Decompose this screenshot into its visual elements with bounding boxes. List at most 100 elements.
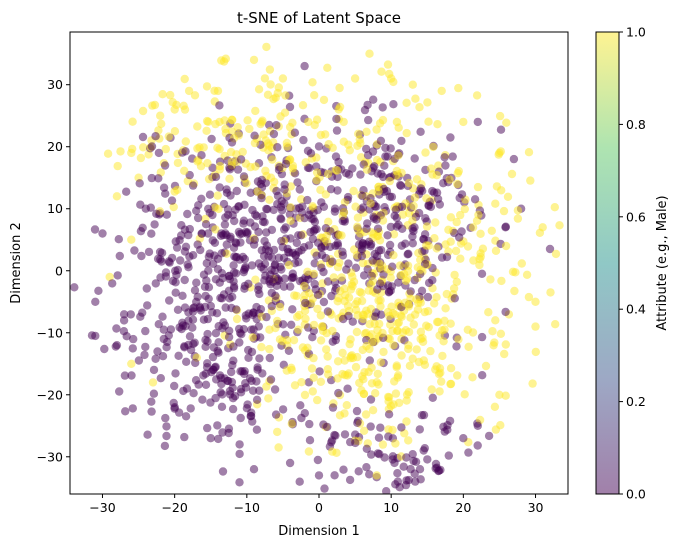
data-point	[296, 231, 306, 240]
data-point	[337, 231, 346, 240]
data-point	[422, 194, 431, 203]
data-point	[390, 377, 399, 386]
data-point	[369, 95, 378, 104]
data-point	[430, 299, 439, 308]
colorbar-tick-label: 0.6	[626, 209, 646, 224]
data-point	[203, 229, 213, 238]
data-point	[359, 375, 368, 384]
data-point	[427, 164, 436, 173]
data-point	[351, 430, 360, 439]
data-point	[180, 303, 190, 312]
data-point	[314, 471, 324, 480]
data-point	[266, 80, 275, 89]
data-point	[271, 410, 281, 419]
data-point	[265, 353, 274, 363]
data-point	[432, 171, 441, 180]
data-point	[408, 354, 417, 363]
data-point	[151, 279, 160, 288]
data-point	[173, 265, 182, 275]
data-point	[385, 176, 394, 186]
data-point	[189, 389, 198, 398]
colorbar-tick-label: 0.0	[626, 487, 646, 502]
data-point	[285, 122, 295, 132]
data-point	[362, 224, 371, 233]
data-point	[119, 310, 129, 319]
data-point	[169, 202, 178, 212]
data-point	[474, 210, 483, 219]
data-point	[396, 270, 406, 280]
data-point	[394, 371, 403, 380]
data-point	[156, 374, 165, 383]
data-point	[256, 305, 266, 314]
colorbar-tick-label: 1.0	[626, 25, 646, 40]
data-point	[285, 458, 295, 468]
data-point	[139, 143, 148, 152]
y-axis-label: Dimension 2	[9, 222, 24, 304]
data-point	[252, 425, 262, 434]
data-point	[356, 229, 365, 238]
data-point	[294, 325, 303, 334]
data-point	[293, 178, 302, 187]
data-point	[214, 434, 223, 444]
data-point	[321, 224, 331, 233]
data-point	[206, 434, 215, 443]
data-point	[361, 410, 371, 419]
data-point	[224, 428, 233, 438]
data-point	[526, 176, 535, 185]
data-point	[257, 193, 266, 203]
data-point	[349, 277, 359, 286]
data-point	[383, 231, 392, 240]
data-point	[365, 356, 374, 365]
data-point	[473, 117, 482, 127]
data-point	[164, 331, 173, 340]
data-point	[343, 384, 352, 393]
data-point	[308, 202, 317, 211]
data-point	[393, 319, 402, 328]
data-point	[197, 194, 206, 203]
data-point	[138, 106, 148, 116]
data-point	[371, 312, 380, 321]
data-point	[434, 317, 443, 327]
data-point	[273, 274, 282, 284]
data-point	[334, 157, 343, 167]
data-point	[241, 379, 250, 388]
data-point	[121, 407, 130, 416]
data-point	[215, 161, 225, 171]
data-point	[404, 475, 413, 485]
data-point	[174, 351, 183, 360]
data-point	[229, 284, 239, 293]
data-point	[499, 206, 509, 216]
data-point	[388, 262, 397, 271]
data-point	[490, 402, 500, 411]
colorbar	[596, 32, 619, 494]
data-point	[372, 471, 381, 480]
data-point	[421, 148, 430, 157]
data-point	[316, 130, 326, 140]
data-point	[284, 247, 293, 257]
chart-title: t-SNE of Latent Space	[237, 9, 401, 27]
data-point	[312, 168, 322, 177]
data-point	[316, 185, 325, 195]
data-point	[362, 127, 371, 136]
data-point	[303, 267, 312, 276]
data-point	[335, 83, 344, 93]
data-point	[522, 270, 532, 279]
data-point	[402, 98, 411, 108]
colorbar-tick-label: 0.4	[626, 302, 646, 317]
data-point	[358, 239, 367, 248]
data-point	[503, 192, 513, 201]
data-point	[330, 430, 339, 440]
data-point	[91, 297, 100, 306]
data-point	[422, 241, 431, 250]
data-point	[312, 176, 321, 185]
data-point	[127, 371, 136, 380]
data-point	[455, 233, 464, 242]
data-point	[265, 65, 275, 74]
data-point	[449, 284, 459, 293]
data-point	[460, 390, 469, 399]
data-point	[206, 398, 215, 407]
x-tick-label: −30	[89, 500, 115, 515]
data-point	[170, 105, 179, 114]
data-point	[375, 449, 384, 459]
data-point	[158, 352, 168, 361]
